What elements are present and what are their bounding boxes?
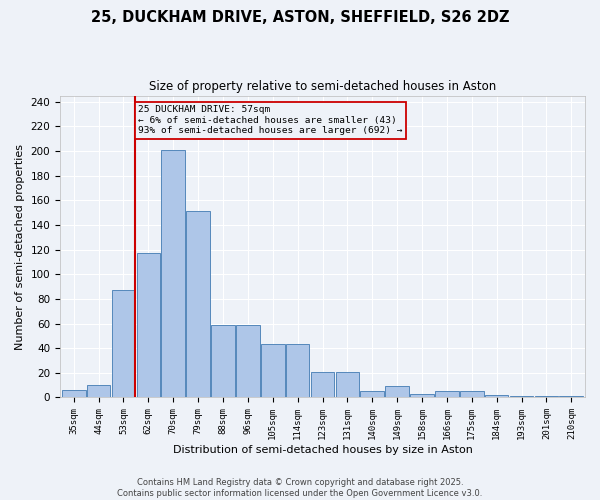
Bar (186, 212, 210, 398)
Bar (485, 395, 508, 398)
Text: 25, DUCKHAM DRIVE, ASTON, SHEFFIELD, S26 2DZ: 25, DUCKHAM DRIVE, ASTON, SHEFFIELD, S26… (91, 10, 509, 25)
Bar (510, 396, 533, 398)
Bar (62, 390, 86, 398)
Title: Size of property relative to semi-detached houses in Aston: Size of property relative to semi-detach… (149, 80, 496, 93)
Bar (435, 392, 459, 398)
Y-axis label: Number of semi-detached properties: Number of semi-detached properties (15, 144, 25, 350)
Bar (87, 385, 110, 398)
Bar (311, 372, 334, 398)
Bar (385, 386, 409, 398)
Bar (559, 396, 583, 398)
Bar (112, 290, 135, 398)
Bar (261, 344, 284, 398)
Bar (161, 150, 185, 398)
Bar (535, 396, 558, 398)
Bar (361, 392, 384, 398)
Text: 25 DUCKHAM DRIVE: 57sqm
← 6% of semi-detached houses are smaller (43)
93% of sem: 25 DUCKHAM DRIVE: 57sqm ← 6% of semi-det… (139, 106, 403, 135)
Text: Contains HM Land Registry data © Crown copyright and database right 2025.
Contai: Contains HM Land Registry data © Crown c… (118, 478, 482, 498)
Bar (236, 325, 260, 398)
X-axis label: Distribution of semi-detached houses by size in Aston: Distribution of semi-detached houses by … (173, 445, 472, 455)
Bar (211, 325, 235, 398)
Bar (137, 254, 160, 398)
Bar (286, 344, 310, 398)
Bar (335, 372, 359, 398)
Bar (410, 394, 434, 398)
Bar (460, 392, 484, 398)
